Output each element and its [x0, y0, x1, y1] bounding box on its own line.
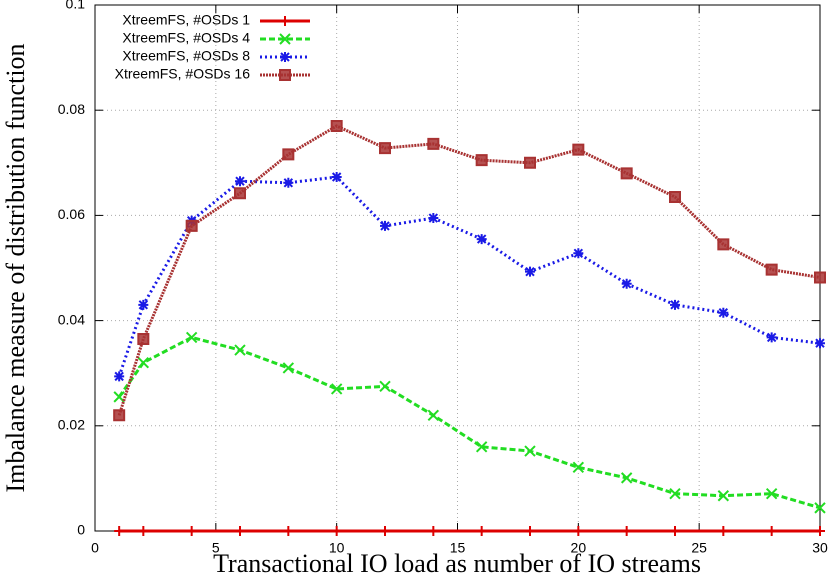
- marker: [670, 526, 680, 536]
- marker: [234, 187, 246, 200]
- marker: [620, 167, 633, 180]
- marker: [114, 371, 125, 382]
- marker: [282, 148, 295, 161]
- marker: [380, 526, 390, 536]
- legend-label: XtreemFS, #OSDs 16: [115, 66, 251, 82]
- marker: [283, 526, 294, 536]
- x-tick-label: 30: [812, 540, 828, 556]
- marker: [815, 338, 825, 349]
- x-tick-label: 20: [571, 540, 587, 556]
- legend-label: XtreemFS, #OSDs 8: [122, 48, 250, 64]
- marker: [113, 409, 126, 422]
- legend-marker: [279, 33, 291, 45]
- marker: [137, 356, 150, 369]
- marker: [525, 526, 535, 536]
- series-line: [117, 175, 821, 377]
- legend-marker: [279, 69, 291, 81]
- marker: [670, 299, 680, 310]
- marker: [573, 248, 584, 259]
- marker: [815, 526, 825, 536]
- marker: [282, 362, 295, 374]
- marker: [524, 445, 536, 457]
- marker: [669, 487, 681, 500]
- marker: [235, 526, 245, 536]
- marker: [235, 176, 245, 187]
- marker: [475, 441, 488, 453]
- marker: [620, 472, 633, 484]
- marker: [765, 487, 778, 500]
- marker: [428, 213, 439, 224]
- marker: [331, 172, 342, 183]
- legend-label: XtreemFS, #OSDs 4: [122, 30, 250, 46]
- marker: [186, 526, 197, 536]
- marker: [283, 177, 294, 188]
- marker: [330, 383, 343, 395]
- marker: [331, 526, 342, 536]
- marker: [138, 299, 149, 310]
- marker: [379, 142, 391, 155]
- y-tick-label: 0.06: [58, 206, 85, 222]
- marker: [621, 526, 632, 536]
- marker: [765, 263, 778, 276]
- marker: [524, 156, 536, 169]
- marker: [185, 331, 198, 344]
- marker: [380, 220, 390, 231]
- x-tick-label: 5: [212, 540, 220, 556]
- marker: [766, 332, 777, 343]
- marker: [330, 119, 343, 132]
- y-tick-label: 0.02: [58, 417, 85, 433]
- marker: [572, 143, 585, 156]
- y-tick-label: 0: [77, 522, 85, 538]
- marker: [621, 278, 632, 289]
- marker: [572, 461, 585, 474]
- marker: [114, 526, 125, 536]
- series-line: [117, 124, 821, 416]
- marker: [428, 526, 439, 536]
- x-tick-label: 0: [91, 540, 99, 556]
- legend-marker: [280, 16, 290, 26]
- legend-label: XtreemFS, #OSDs 1: [122, 12, 250, 28]
- marker: [814, 271, 826, 284]
- marker: [427, 137, 440, 150]
- x-tick-label: 15: [450, 540, 466, 556]
- plot-frame: [94, 4, 821, 532]
- marker: [475, 154, 488, 167]
- marker: [573, 526, 584, 536]
- marker: [717, 490, 730, 502]
- y-tick-label: 0.08: [58, 101, 85, 117]
- marker: [669, 190, 681, 203]
- y-axis-title: Imbalance measure of distribution functi…: [1, 43, 30, 492]
- marker: [717, 238, 730, 251]
- marker: [525, 266, 535, 277]
- y-tick-label: 0.1: [66, 0, 86, 12]
- marker: [766, 526, 777, 536]
- series-line: [117, 335, 821, 510]
- marker: [718, 307, 729, 318]
- x-tick-label: 10: [329, 540, 345, 556]
- marker: [185, 219, 198, 232]
- marker: [718, 526, 729, 536]
- x-tick-label: 25: [691, 540, 707, 556]
- marker: [476, 234, 487, 245]
- marker: [476, 526, 487, 536]
- marker: [379, 380, 391, 393]
- legend-marker: [280, 52, 290, 62]
- marker: [234, 344, 246, 356]
- marker: [137, 333, 150, 346]
- y-tick-label: 0.04: [58, 311, 85, 327]
- x-axis-title: Transactional IO load as number of IO st…: [213, 549, 701, 578]
- marker: [138, 526, 149, 536]
- marker: [427, 409, 440, 421]
- marker: [814, 502, 826, 514]
